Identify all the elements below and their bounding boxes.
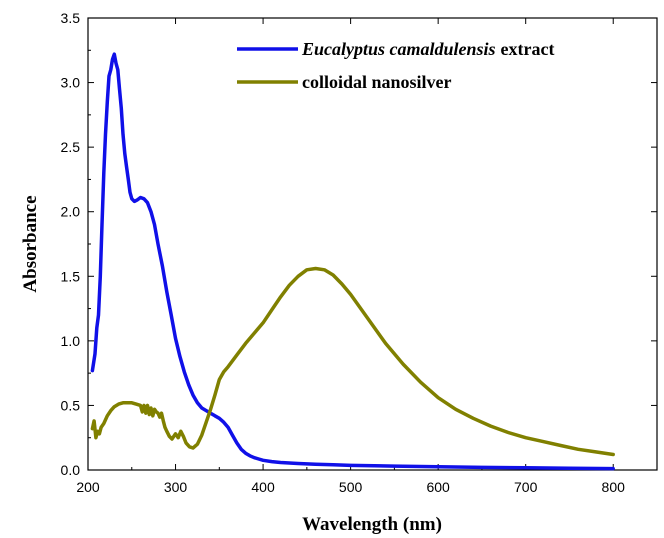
x-tick-label: 700	[514, 479, 538, 495]
y-axis-ticks: 0.0 0.5 1.0 1.5 2.0 2.5 3.0 3.5	[61, 10, 657, 478]
x-tick-label: 600	[426, 479, 450, 495]
x-axis-ticks: 200 300 400 500 600 700 800	[76, 18, 658, 495]
y-tick-label: 1.0	[61, 333, 81, 349]
legend-label-extract: Eucalyptus camaldulensis extract	[301, 39, 555, 59]
y-tick-label: 2.0	[61, 204, 81, 220]
legend-label-extract-italic: Eucalyptus camaldulensis	[301, 39, 496, 59]
x-tick-label: 500	[339, 479, 363, 495]
x-tick-label: 800	[602, 479, 626, 495]
x-tick-label: 200	[76, 479, 100, 495]
x-tick-label: 400	[251, 479, 275, 495]
series-line-nanosilver	[90, 266, 615, 457]
legend: Eucalyptus camaldulensis extract colloida…	[237, 39, 555, 92]
y-axis-title: Absorbance	[20, 195, 41, 292]
y-tick-label: 0.0	[61, 462, 81, 478]
x-tick-label: 300	[164, 479, 188, 495]
legend-label-nanosilver: colloidal nanosilver	[302, 72, 452, 92]
legend-label-extract-rest: extract	[501, 39, 555, 59]
series-line-extract	[90, 52, 615, 471]
y-tick-label: 2.5	[61, 139, 81, 155]
y-tick-label: 3.5	[61, 10, 81, 26]
y-tick-label: 3.0	[61, 75, 81, 91]
y-tick-label: 1.5	[61, 268, 81, 284]
y-tick-label: 0.5	[61, 397, 81, 413]
x-axis-title: Wavelength (nm)	[302, 514, 442, 535]
series-layer	[90, 52, 615, 471]
